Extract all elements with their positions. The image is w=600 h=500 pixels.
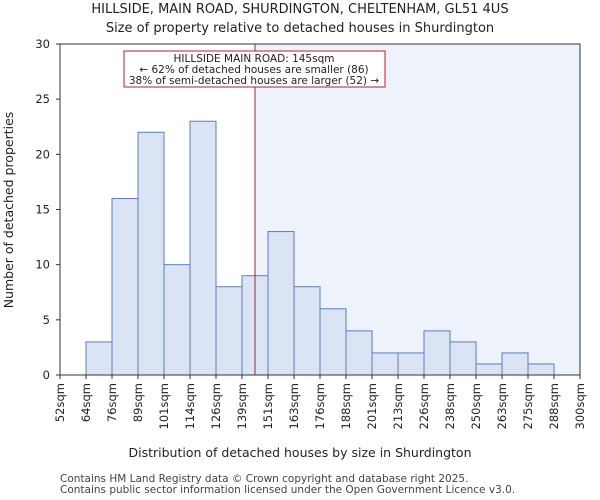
annotation-line-2: ← 62% of detached houses are smaller (86… <box>139 64 368 76</box>
bar-275sqm <box>527 363 555 376</box>
bar-201sqm <box>371 352 399 376</box>
x-axis-title: Distribution of detached houses by size … <box>129 445 472 460</box>
bar-89sqm <box>137 131 165 376</box>
x-tick-label-151sqm: 151sqm <box>261 383 275 429</box>
annotation-frame <box>123 50 386 88</box>
chart-subtitle: Size of property relative to detached ho… <box>106 21 494 36</box>
x-tick-label-176sqm: 176sqm <box>313 383 327 429</box>
x-tick-label-201sqm: 201sqm <box>365 383 379 429</box>
bar-163sqm <box>293 286 321 376</box>
x-tick-label-52sqm: 52sqm <box>53 383 67 422</box>
x-tick-label-213sqm: 213sqm <box>391 383 405 429</box>
annotation-line-1: HILLSIDE MAIN ROAD: 145sqm <box>174 53 335 65</box>
bar-226sqm <box>423 330 451 376</box>
y-tick-label-20: 20 <box>35 147 50 161</box>
x-tick-label-163sqm: 163sqm <box>287 383 301 429</box>
bar-176sqm <box>319 308 347 376</box>
bar-151sqm <box>267 231 295 376</box>
chart-title: HILLSIDE, MAIN ROAD, SHURDINGTON, CHELTE… <box>91 2 508 17</box>
y-tick-label-15: 15 <box>35 203 50 217</box>
bar-101sqm <box>163 264 191 376</box>
x-tick-label-114sqm: 114sqm <box>183 383 197 429</box>
bar-114sqm <box>189 120 217 376</box>
y-tick-label-10: 10 <box>35 258 50 272</box>
x-tick-label-101sqm: 101sqm <box>157 383 171 429</box>
x-tick-label-188sqm: 188sqm <box>339 383 353 429</box>
x-tick-label-275sqm: 275sqm <box>521 383 535 429</box>
x-tick-label-238sqm: 238sqm <box>443 383 457 429</box>
bar-188sqm <box>345 330 373 376</box>
y-tick-label-30: 30 <box>35 37 50 51</box>
x-tick-label-76sqm: 76sqm <box>105 383 119 422</box>
bar-64sqm <box>85 341 113 376</box>
x-tick-label-126sqm: 126sqm <box>209 383 223 429</box>
y-tick-label-25: 25 <box>35 92 50 106</box>
bar-213sqm <box>397 352 425 376</box>
y-tick-label-0: 0 <box>43 368 50 382</box>
x-tick-label-89sqm: 89sqm <box>131 383 145 422</box>
y-tick-label-5: 5 <box>43 313 50 327</box>
x-tick-label-139sqm: 139sqm <box>235 383 249 429</box>
x-tick-label-300sqm: 300sqm <box>573 383 587 429</box>
y-axis-title: Number of detached properties <box>1 112 16 309</box>
x-tick-label-263sqm: 263sqm <box>495 383 509 429</box>
bar-250sqm <box>475 363 503 376</box>
bar-263sqm <box>501 352 529 376</box>
x-tick-label-288sqm: 288sqm <box>547 383 561 429</box>
bar-238sqm <box>449 341 477 376</box>
annotation-box: HILLSIDE MAIN ROAD: 145sqm ← 62% of deta… <box>123 50 386 88</box>
x-tick-label-250sqm: 250sqm <box>469 383 483 429</box>
footer-copyright: Contains HM Land Registry data © Crown c… <box>60 473 469 485</box>
footer-licence: Contains public sector information licen… <box>60 484 516 496</box>
bar-126sqm <box>215 286 243 376</box>
annotation-line-3: 38% of semi-detached houses are larger (… <box>129 75 380 87</box>
x-tick-label-64sqm: 64sqm <box>79 383 93 422</box>
bar-76sqm <box>111 197 139 376</box>
x-tick-label-226sqm: 226sqm <box>417 383 431 429</box>
